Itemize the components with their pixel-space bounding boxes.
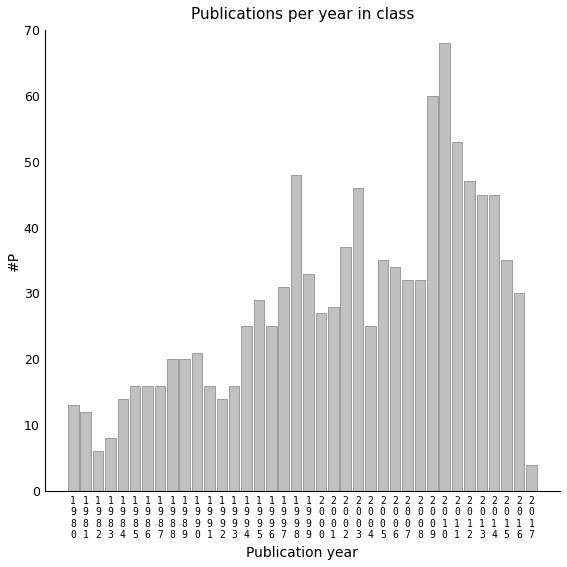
Bar — [316, 313, 326, 491]
Bar — [328, 307, 338, 491]
Y-axis label: #P: #P — [7, 251, 21, 270]
Bar — [378, 260, 388, 491]
Bar — [427, 96, 438, 491]
Bar — [192, 353, 202, 491]
Bar — [439, 43, 450, 491]
Bar — [452, 142, 462, 491]
Bar — [278, 287, 289, 491]
Bar — [155, 386, 165, 491]
Bar — [105, 438, 116, 491]
Bar — [142, 386, 153, 491]
Bar — [117, 399, 128, 491]
Bar — [93, 451, 103, 491]
Bar — [81, 412, 91, 491]
Title: Publications per year in class: Publications per year in class — [191, 7, 414, 22]
Bar — [365, 326, 376, 491]
Bar — [303, 274, 314, 491]
Bar — [526, 464, 536, 491]
Bar — [266, 326, 277, 491]
Bar — [403, 280, 413, 491]
Bar — [242, 326, 252, 491]
Bar — [253, 300, 264, 491]
Bar — [464, 181, 475, 491]
Bar — [204, 386, 215, 491]
Bar — [353, 188, 363, 491]
Bar — [414, 280, 425, 491]
Bar — [477, 194, 487, 491]
Bar — [229, 386, 239, 491]
X-axis label: Publication year: Publication year — [247, 546, 358, 560]
Bar — [167, 359, 177, 491]
Bar — [489, 194, 500, 491]
Bar — [514, 293, 524, 491]
Bar — [179, 359, 190, 491]
Bar — [68, 405, 79, 491]
Bar — [291, 175, 302, 491]
Bar — [501, 260, 512, 491]
Bar — [217, 399, 227, 491]
Bar — [130, 386, 141, 491]
Bar — [340, 247, 351, 491]
Bar — [390, 267, 400, 491]
